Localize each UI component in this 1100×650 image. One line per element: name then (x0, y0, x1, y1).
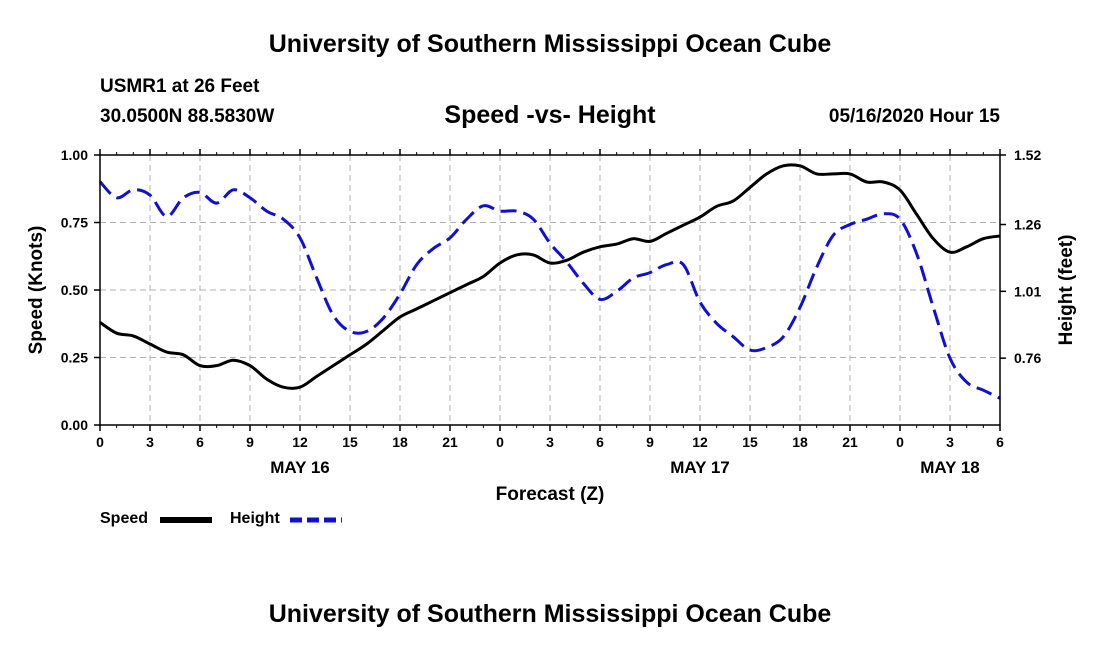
y-tick-label-right: 1.01 (1014, 283, 1041, 299)
x-tick-label: 6 (996, 434, 1004, 450)
x-tick-label: 21 (842, 434, 858, 450)
y-axis-label-left: Speed (Knots) (26, 226, 47, 355)
coordinates-label: 30.0500N 88.5830W (100, 106, 275, 127)
y-tick-label-left: 0.25 (61, 350, 88, 366)
y-tick-label-right: 1.52 (1014, 147, 1041, 163)
x-axis-label: Forecast (Z) (496, 484, 605, 505)
legend-height-label: Height (230, 510, 280, 527)
y-tick-label-left: 0.00 (61, 417, 88, 433)
x-tick-label: 9 (246, 434, 254, 450)
y-tick-label-left: 0.75 (61, 215, 88, 231)
station-label: USMR1 at 26 Feet (100, 76, 260, 97)
chart-title-top: University of Southern Mississippi Ocean… (268, 30, 832, 58)
x-tick-label: 0 (96, 434, 104, 450)
x-tick-label: 3 (146, 434, 154, 450)
y-axis-label-right: Height (feet) (1056, 235, 1077, 346)
x-tick-label: 6 (596, 434, 604, 450)
y-tick-label-left: 0.50 (61, 282, 88, 298)
legend-speed-label: Speed (100, 510, 149, 527)
x-tick-label: 21 (442, 434, 458, 450)
axes: 0 3 6 9 12 15 18 21 0 3 6 9 12 15 18 21 0 3 6 MAY 16 MAY 17 M… (61, 147, 1042, 477)
x-tick-label: 15 (742, 434, 758, 450)
chart-title-bottom: University of Southern Mississippi Ocean… (268, 600, 832, 628)
series-speed-line (99, 163, 1001, 390)
series-layer (98, 163, 1001, 400)
date-label: MAY 18 (920, 458, 980, 477)
date-label: MAY 16 (270, 458, 330, 477)
y-tick-label-left: 1.00 (61, 147, 88, 163)
x-tick-label: 6 (196, 434, 204, 450)
date-label: MAY 17 (670, 458, 730, 477)
x-tick-label: 0 (896, 434, 904, 450)
chart-subtitle: Speed -vs- Height (444, 101, 656, 129)
series-height-line (98, 180, 1001, 400)
x-tick-label: 15 (342, 434, 358, 450)
y-tick-label-right: 1.26 (1014, 217, 1041, 233)
date-time-label: 05/16/2020 Hour 15 (828, 106, 1000, 127)
x-tick-label: 9 (646, 434, 654, 450)
x-tick-label: 3 (946, 434, 954, 450)
x-tick-label: 18 (392, 434, 408, 450)
x-tick-label: 12 (292, 434, 308, 450)
x-tick-label: 12 (692, 434, 708, 450)
y-tick-label-right: 0.76 (1014, 350, 1041, 366)
x-tick-label: 0 (496, 434, 504, 450)
x-tick-label: 3 (546, 434, 554, 450)
x-tick-label: 18 (792, 434, 808, 450)
grid (100, 155, 1000, 425)
